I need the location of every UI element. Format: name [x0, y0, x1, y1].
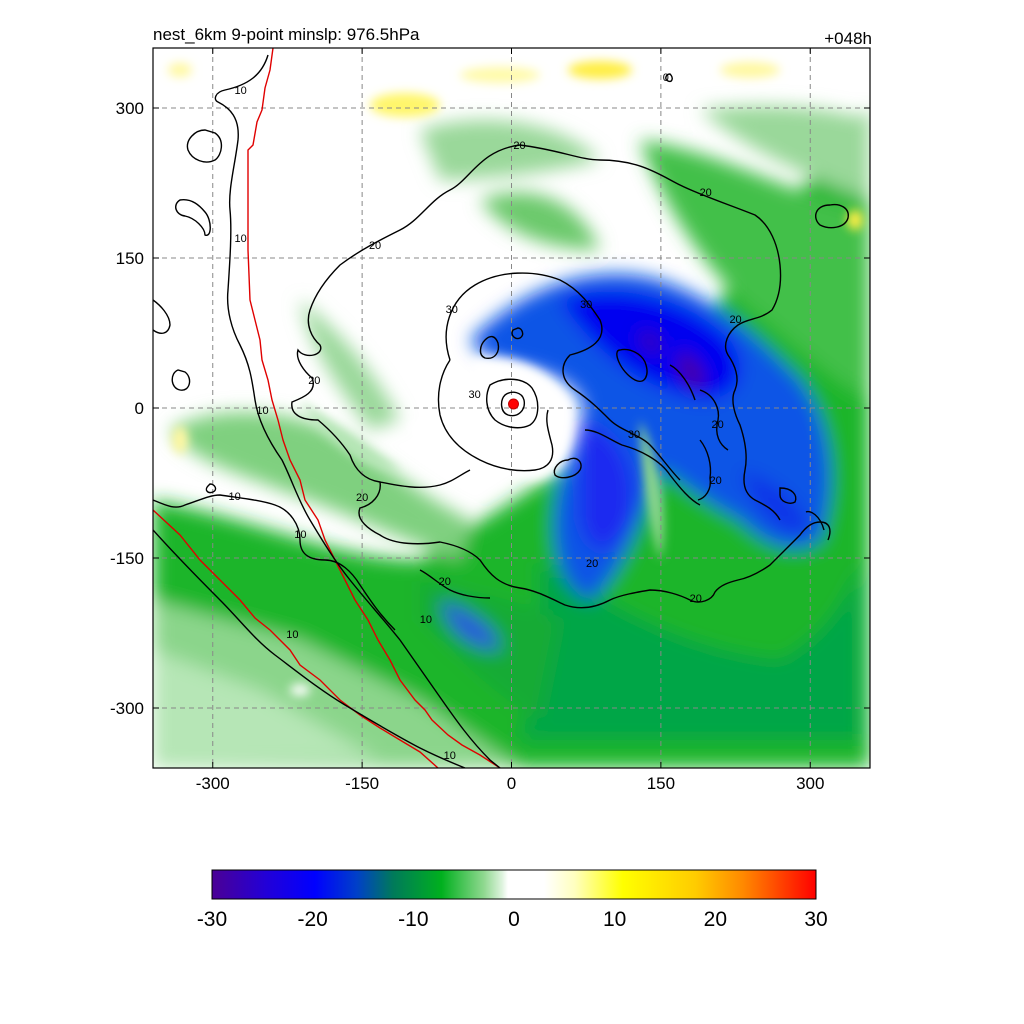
- contour-label: 20: [356, 492, 368, 504]
- contour-label: 20: [710, 475, 722, 487]
- contour-label: 20: [712, 419, 724, 431]
- contour-label: 10: [235, 85, 247, 97]
- x-tick-label: 300: [796, 774, 824, 793]
- map-title: nest_6km 9-point minslp: 976.5hPa: [153, 25, 420, 44]
- x-tick-label: -300: [196, 774, 230, 793]
- colorbar-label: 20: [704, 908, 727, 931]
- contour-label: 0: [663, 72, 669, 84]
- axis-ticks: [153, 48, 870, 768]
- contour-label: 30: [446, 304, 458, 316]
- contour-label: 10: [294, 529, 306, 541]
- contour-label: 10: [286, 629, 298, 641]
- contour-label: 30: [628, 429, 640, 441]
- x-axis-tick-labels: -300 -150 0 150 300: [196, 774, 825, 793]
- contour-label: 20: [586, 558, 598, 570]
- y-axis-tick-labels: 300 150 0 -150 -300: [110, 99, 144, 718]
- contour-label: 20: [690, 593, 702, 605]
- contour-label: 20: [439, 576, 451, 588]
- forecast-hour-label: +048h: [824, 29, 872, 48]
- contour-label: 30: [469, 389, 481, 401]
- coastline: [153, 48, 501, 768]
- y-tick-label: 300: [116, 99, 144, 118]
- contour-label: 10: [235, 233, 247, 245]
- contour-labels: 10 10 10 10 10 10 10 10 20 20 20 20 20 20 20 20 20 20 20 30…: [229, 72, 742, 762]
- shaded-field: 10 10 10 10 10 10 10 10 20 20 20 20 20 20 20 20 20 20 20 30…: [153, 48, 870, 768]
- contour-label: 10: [420, 614, 432, 626]
- y-tick-label: -300: [110, 699, 144, 718]
- y-tick-label: 150: [116, 249, 144, 268]
- contour-label: 30: [580, 299, 592, 311]
- colorbar-label: 10: [603, 908, 626, 931]
- contour-label: 20: [369, 240, 381, 252]
- colorbar-labels: -30 -20 -10 0 10 20 30: [197, 908, 828, 931]
- x-tick-label: 0: [507, 774, 516, 793]
- colorbar: [211, 869, 817, 900]
- colorbar-label: -10: [398, 908, 428, 931]
- contour-label: 10: [444, 750, 456, 762]
- colorbar-label: 0: [508, 908, 520, 931]
- storm-center-marker: [507, 398, 519, 410]
- contour-label: 10: [229, 491, 241, 503]
- y-tick-label: 0: [135, 399, 144, 418]
- colorbar-label: -30: [197, 908, 227, 931]
- contour-label: 20: [700, 187, 712, 199]
- y-tick-label: -150: [110, 549, 144, 568]
- x-tick-label: 150: [647, 774, 675, 793]
- contour-lines: [153, 54, 849, 768]
- contour-label: 20: [513, 140, 525, 152]
- gridlines: [153, 48, 870, 768]
- colorbar-label: 30: [804, 908, 827, 931]
- contour-label: 20: [308, 375, 320, 387]
- contour-label: 10: [256, 405, 268, 417]
- colorbar-label: -20: [297, 908, 327, 931]
- x-tick-label: -150: [345, 774, 379, 793]
- contour-label: 20: [729, 314, 741, 326]
